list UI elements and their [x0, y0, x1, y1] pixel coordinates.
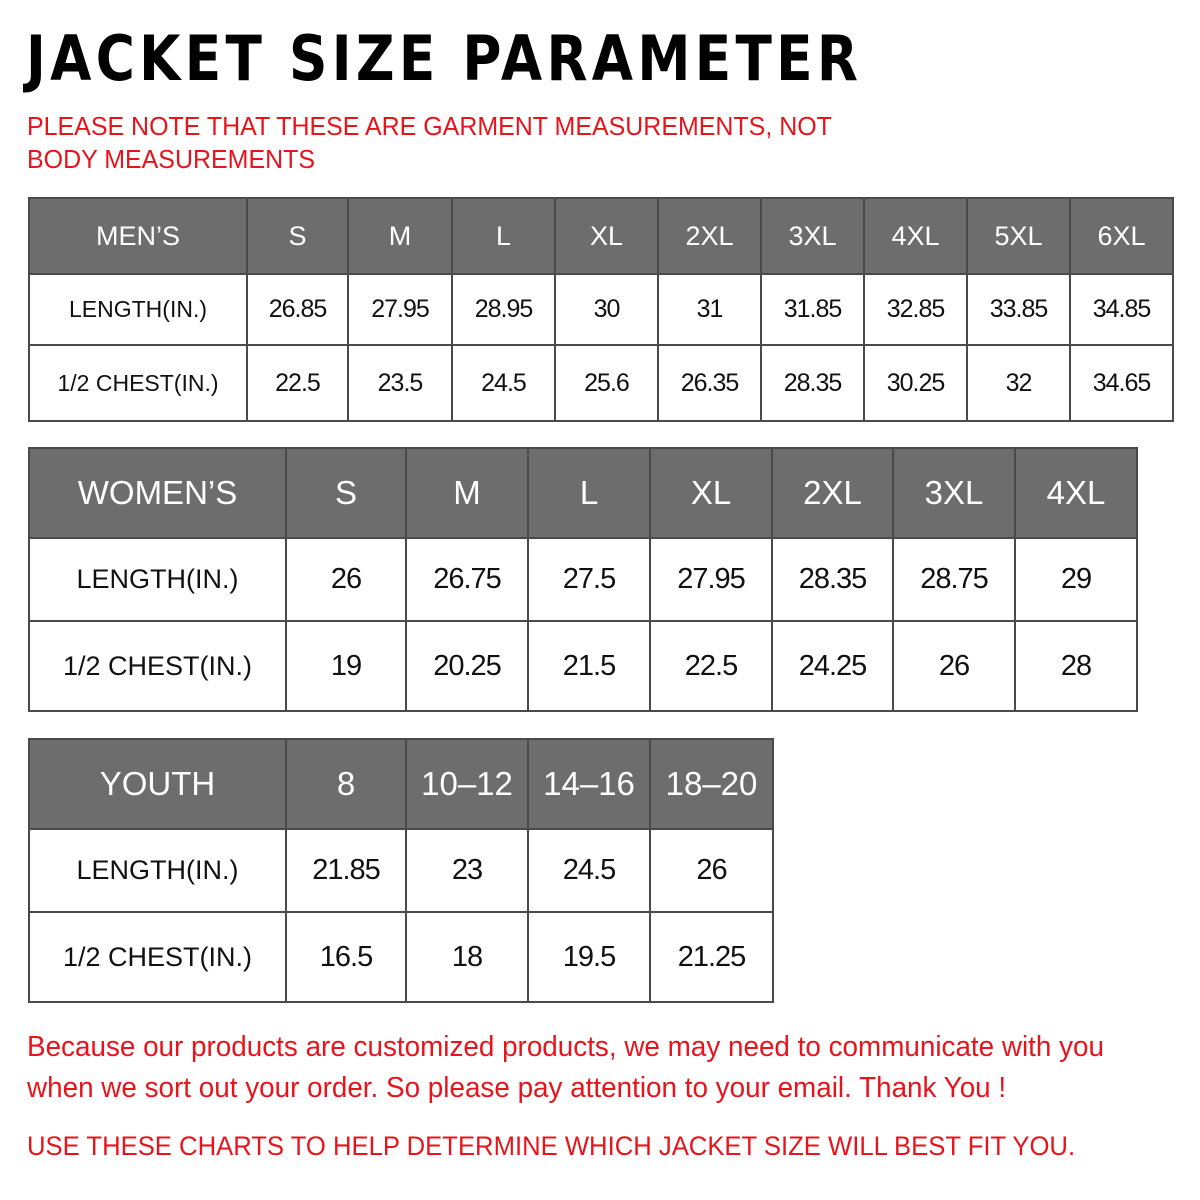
measurement-cell: 22.5 — [246, 344, 349, 422]
youth-header-row: YOUTH 8 10–12 14–16 18–20 — [28, 738, 774, 830]
measurement-cell: 26 — [285, 537, 407, 622]
size-header: M — [405, 447, 529, 539]
size-header: 2XL — [657, 197, 762, 275]
measurement-cell: 28.95 — [451, 273, 556, 346]
women-header-row: WOMEN’S S M L XL 2XL 3XL 4XL — [28, 447, 1138, 539]
size-header: 3XL — [760, 197, 865, 275]
row-label: 1/2 CHEST(IN.) — [28, 620, 287, 712]
row-label: LENGTH(IN.) — [28, 828, 287, 913]
size-header: 18–20 — [649, 738, 774, 830]
women-category-header: WOMEN’S — [28, 447, 287, 539]
footer-instruction: USE THESE CHARTS TO HELP DETERMINE WHICH… — [27, 1131, 1076, 1161]
size-header: 6XL — [1069, 197, 1174, 275]
measurement-cell: 27.5 — [527, 537, 651, 622]
table-row: 1/2 CHEST(IN.) 22.5 23.5 24.5 25.6 26.35 28.35… — [28, 344, 1174, 422]
measurement-cell: 19.5 — [527, 911, 651, 1003]
measurement-cell: 24.5 — [451, 344, 556, 422]
size-header: 3XL — [892, 447, 1016, 539]
measurement-cell: 28.35 — [760, 344, 865, 422]
table-row: 1/2 CHEST(IN.) 16.5 18 19.5 21.25 — [28, 911, 774, 1003]
men-header-row: MEN’S S M L XL 2XL 3XL 4XL 5XL 6XL — [28, 197, 1174, 275]
measurement-cell: 27.95 — [347, 273, 453, 346]
measurement-cell: 34.85 — [1069, 273, 1174, 346]
size-header: 4XL — [1014, 447, 1138, 539]
men-category-header: MEN’S — [28, 197, 248, 275]
size-header: S — [285, 447, 407, 539]
measurement-cell: 27.95 — [649, 537, 773, 622]
measurement-cell: 23 — [405, 828, 529, 913]
measurement-cell: 16.5 — [285, 911, 407, 1003]
row-label: 1/2 CHEST(IN.) — [28, 344, 248, 422]
size-header: 14–16 — [527, 738, 651, 830]
size-header: L — [527, 447, 651, 539]
size-header: 2XL — [771, 447, 894, 539]
size-header: L — [451, 197, 556, 275]
measurement-cell: 28 — [1014, 620, 1138, 712]
measurement-cell: 21.25 — [649, 911, 774, 1003]
size-header: M — [347, 197, 453, 275]
table-row: LENGTH(IN.) 26 26.75 27.5 27.95 28.35 28.75 29 — [28, 537, 1138, 622]
measurement-cell: 21.85 — [285, 828, 407, 913]
measurement-cell: 19 — [285, 620, 407, 712]
mens-size-table: MEN’S S M L XL 2XL 3XL 4XL 5XL 6XL LENGTH(IN.) 26.8… — [28, 197, 1174, 422]
measurement-cell: 24.25 — [771, 620, 894, 712]
measurement-cell: 22.5 — [649, 620, 773, 712]
measurement-cell: 25.6 — [554, 344, 659, 422]
measurement-cell: 26 — [649, 828, 774, 913]
measurement-cell: 28.35 — [771, 537, 894, 622]
youth-size-table: YOUTH 8 10–12 14–16 18–20 LENGTH(IN.) 21.85 23 2… — [28, 738, 774, 1003]
measurement-cell: 34.65 — [1069, 344, 1174, 422]
size-header: 4XL — [863, 197, 968, 275]
row-label: LENGTH(IN.) — [28, 537, 287, 622]
page-title: JACKET SIZE PARAMETER — [26, 22, 863, 95]
footer-message: Because our products are customized prod… — [27, 1031, 1105, 1104]
size-header: XL — [649, 447, 773, 539]
measurement-cell: 18 — [405, 911, 529, 1003]
table-row: LENGTH(IN.) 26.85 27.95 28.95 30 31 31.85 32.85… — [28, 273, 1174, 346]
measurement-cell: 33.85 — [966, 273, 1071, 346]
measurement-cell: 26 — [892, 620, 1016, 712]
row-label: LENGTH(IN.) — [28, 273, 248, 346]
measurement-cell: 23.5 — [347, 344, 453, 422]
size-header: 10–12 — [405, 738, 529, 830]
measurement-cell: 32.85 — [863, 273, 968, 346]
measurement-cell: 31.85 — [760, 273, 865, 346]
measurement-cell: 20.25 — [405, 620, 529, 712]
measurement-cell: 30 — [554, 273, 659, 346]
measurement-cell: 30.25 — [863, 344, 968, 422]
measurement-cell: 26.75 — [405, 537, 529, 622]
womens-size-table: WOMEN’S S M L XL 2XL 3XL 4XL LENGTH(IN.) 26 26.75 2… — [28, 447, 1138, 712]
size-header: XL — [554, 197, 659, 275]
youth-category-header: YOUTH — [28, 738, 287, 830]
size-header: 8 — [285, 738, 407, 830]
measurement-cell: 29 — [1014, 537, 1138, 622]
measurement-cell: 26.85 — [246, 273, 349, 346]
size-header: 5XL — [966, 197, 1071, 275]
row-label: 1/2 CHEST(IN.) — [28, 911, 287, 1003]
table-row: 1/2 CHEST(IN.) 19 20.25 21.5 22.5 24.25 26 28 — [28, 620, 1138, 712]
measurement-note: PLEASE NOTE THAT THESE ARE GARMENT MEASU… — [27, 111, 832, 174]
measurement-cell: 31 — [657, 273, 762, 346]
measurement-cell: 24.5 — [527, 828, 651, 913]
measurement-cell: 21.5 — [527, 620, 651, 712]
size-header: S — [246, 197, 349, 275]
measurement-cell: 32 — [966, 344, 1071, 422]
measurement-cell: 26.35 — [657, 344, 762, 422]
table-row: LENGTH(IN.) 21.85 23 24.5 26 — [28, 828, 774, 913]
measurement-cell: 28.75 — [892, 537, 1016, 622]
